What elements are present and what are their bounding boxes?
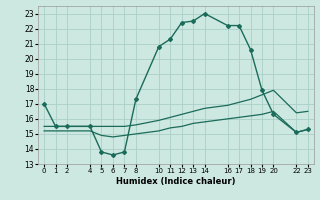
X-axis label: Humidex (Indice chaleur): Humidex (Indice chaleur)	[116, 177, 236, 186]
